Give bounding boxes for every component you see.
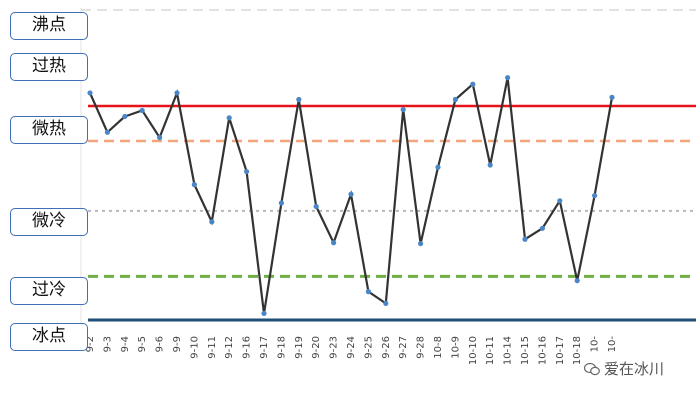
data-point-9-26 [383, 300, 389, 307]
x-tick-label: 9-20 [311, 336, 322, 359]
x-tick-label: 10-16 [537, 336, 548, 365]
x-tick-label: 10- [590, 336, 601, 353]
x-tick-labels: 9-2 9-3 9-4 9-5 9-6 9-9 9-10 9-11 9-12 9-16 9-17 9-… [85, 336, 618, 365]
x-tick-label: 9-23 [329, 336, 340, 359]
label-boiling: 沸点 [10, 12, 88, 40]
data-point-9-18 [278, 200, 284, 206]
data-point-9-28 [418, 240, 424, 247]
x-tick-label: 9-2 [85, 336, 96, 352]
data-point-9-23 [331, 240, 337, 246]
x-tick-label: 9-28 [416, 336, 427, 359]
data-point-10-14 [505, 75, 511, 81]
data-point-10- [592, 192, 598, 199]
x-tick-label: 10-17 [555, 336, 566, 365]
data-point-10-18 [574, 278, 580, 284]
data-point-9-4 [122, 113, 128, 120]
reference-lines [88, 104, 696, 322]
data-point-9-25 [365, 289, 371, 295]
watermark-text: 爱在冰川 [604, 360, 665, 378]
data-point-10-15 [522, 236, 528, 242]
data-point-9-20 [313, 203, 319, 210]
data-point-9-9 [174, 90, 180, 96]
wechat-icon [584, 362, 600, 375]
x-tick-label: 9-11 [207, 336, 218, 359]
x-tick-label: 9-18 [276, 336, 287, 359]
x-tick-label: 9-10 [189, 336, 200, 359]
data-point-9-2 [87, 90, 93, 96]
watermark: 爱在冰川 [584, 358, 664, 379]
data-point-9-19 [296, 96, 302, 103]
data-point-9-10 [191, 182, 197, 188]
data-point-9-11 [209, 219, 215, 225]
x-tick-label: 10-9 [450, 336, 461, 359]
label-slightly-cold: 微冷 [10, 208, 88, 236]
x-tick-label: 9-25 [363, 336, 374, 359]
data-point-9-5 [139, 107, 145, 114]
x-tick-label: 10-14 [503, 336, 514, 365]
x-tick-label: 9-3 [102, 336, 113, 352]
data-point-9-6 [157, 134, 163, 141]
data-point-10- [609, 94, 615, 100]
data-markers [87, 75, 615, 317]
x-tick-label: 10-11 [485, 336, 496, 365]
x-tick-label: 10-10 [468, 336, 479, 365]
data-point-9-27 [400, 106, 406, 113]
x-tick-label: 9-5 [137, 336, 148, 352]
data-point-10-8 [435, 164, 441, 170]
data-point-9-16 [244, 168, 250, 175]
x-tick-label: 9-24 [346, 336, 357, 359]
x-tick-label: 9-26 [381, 336, 392, 359]
x-tick-label: 9-4 [120, 336, 131, 352]
data-point-10-9 [452, 96, 458, 103]
x-tick-label: 10-18 [572, 336, 583, 365]
data-point-10-10 [470, 81, 476, 87]
x-tick-label: 10- [607, 336, 618, 353]
label-slightly-hot: 微热 [10, 116, 88, 144]
x-tick-label: 9-12 [224, 336, 235, 359]
data-point-10-16 [539, 225, 546, 231]
x-tick-label: 9-16 [242, 336, 253, 359]
x-tick-label: 9-27 [398, 336, 409, 359]
data-point-10-17 [557, 198, 563, 204]
label-overheat: 过热 [10, 53, 88, 81]
x-tick-label: 10-15 [520, 336, 531, 365]
data-point-9-12 [226, 115, 232, 121]
data-point-9-3 [104, 129, 110, 135]
x-tick-label: 9-17 [259, 336, 270, 359]
x-tick-label: 9-6 [155, 336, 166, 352]
data-point-9-17 [261, 310, 267, 317]
x-tick-label: 10-8 [433, 336, 444, 359]
x-tick-label: 9-19 [294, 336, 305, 359]
data-point-10-11 [487, 162, 493, 168]
x-tick-label: 9-9 [172, 336, 183, 352]
data-point-9-24 [348, 191, 354, 197]
label-freezing: 冰点 [10, 323, 88, 351]
label-overcold: 过冷 [10, 277, 88, 305]
